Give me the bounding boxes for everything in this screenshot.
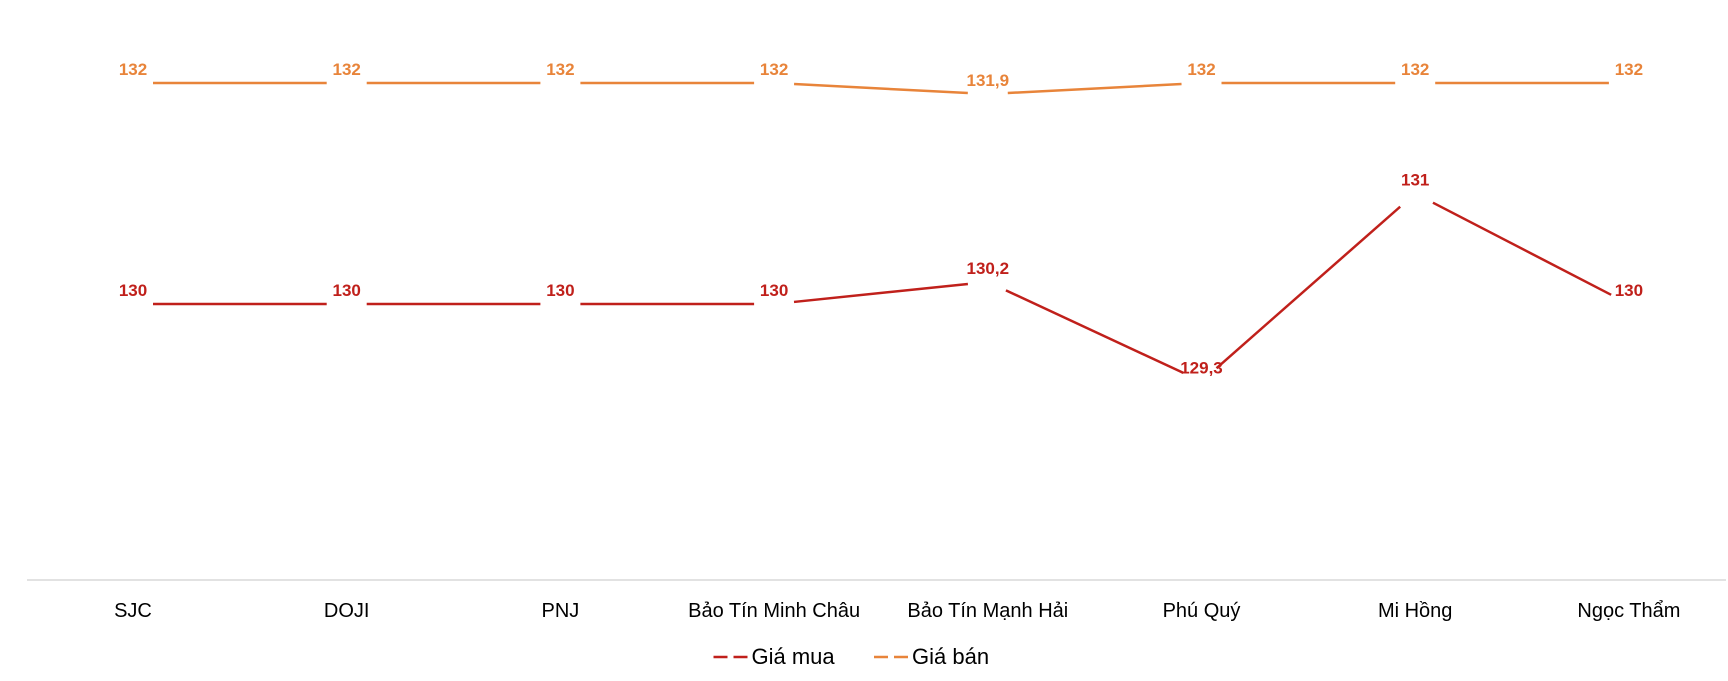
x-tick-label: Phú Quý: [1163, 600, 1241, 622]
data-label: 132: [1401, 60, 1429, 79]
data-label: 132: [1615, 60, 1643, 79]
data-label: 129,3: [1180, 358, 1223, 377]
data-label: 130,2: [967, 259, 1010, 278]
data-label: 130: [760, 281, 788, 300]
data-label: 132: [333, 60, 361, 79]
series-segment: [1215, 205, 1402, 370]
x-tick-label: Bảo Tín Mạnh Hải: [907, 600, 1068, 622]
x-tick-label: SJC: [114, 600, 152, 622]
x-tick-label: Bảo Tín Minh Châu: [688, 600, 860, 622]
series-gia-ban: [153, 81, 1609, 95]
legend-item-gia-ban: Giá bán: [874, 644, 989, 669]
data-label: 130: [546, 281, 574, 300]
data-label: 132: [760, 60, 788, 79]
series-segment: [1005, 289, 1184, 375]
x-tick-label: DOJI: [324, 600, 370, 622]
x-tick-labels: SJC DOJI PNJ Bảo Tín Minh Châu Bảo Tín Mạnh …: [114, 600, 1680, 622]
data-label: 130: [1615, 281, 1643, 300]
x-tick-label: Mi Hồng: [1378, 600, 1452, 622]
series-segment: [1007, 82, 1182, 95]
series-gia-mua: [153, 201, 1612, 375]
data-label: 131,9: [967, 71, 1010, 90]
legend-label: Giá bán: [912, 644, 989, 669]
series-segment: [1432, 201, 1612, 296]
series-segment: [793, 282, 969, 304]
data-label-layer: 130 130 130 130 130,2 129,3 131 130 132 132 132 132…: [119, 60, 1643, 377]
series-layer: [153, 81, 1612, 375]
data-label: 132: [546, 60, 574, 79]
series-segment: [794, 82, 968, 95]
legend-label: Giá mua: [752, 644, 836, 669]
data-label: 132: [1187, 60, 1215, 79]
data-label: 130: [333, 281, 361, 300]
legend: Giá mua Giá bán: [713, 644, 989, 669]
legend-item-gia-mua: Giá mua: [713, 644, 836, 669]
x-tick-label: Ngọc Thẩm: [1577, 600, 1680, 622]
x-tick-label: PNJ: [542, 600, 580, 622]
data-label: 131: [1401, 171, 1429, 190]
data-label: 132: [119, 60, 147, 79]
data-label: 130: [119, 281, 147, 300]
